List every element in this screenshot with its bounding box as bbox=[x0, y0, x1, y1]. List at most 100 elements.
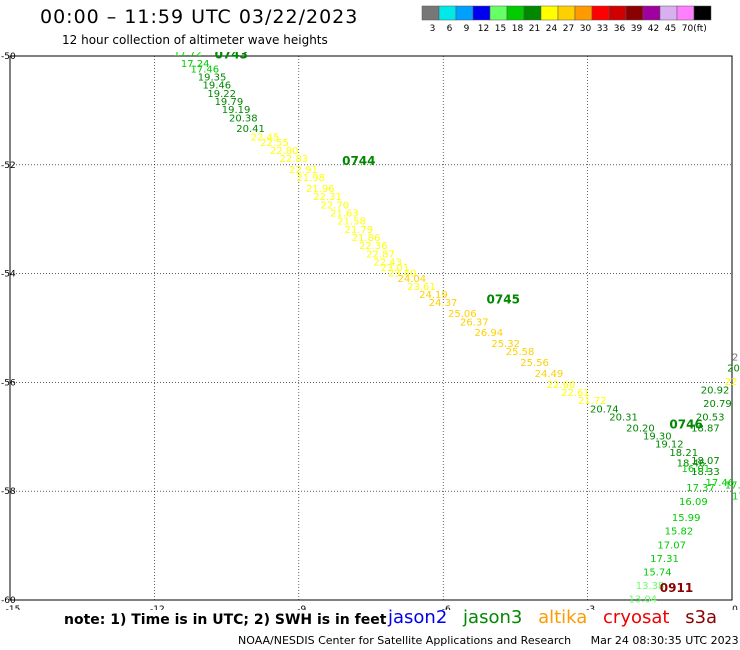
wave-height-point: 20 bbox=[727, 364, 740, 375]
wave-height-point: 24.49 bbox=[535, 369, 564, 380]
wave-height-point: 22.61 bbox=[561, 388, 590, 399]
wave-height-point: 22.70 bbox=[320, 200, 349, 211]
wave-height-chart: -15 -12 -9 -6 -3 0 -50 -52 -54 -56 -58 -60 17.7217.2… bbox=[1, 48, 740, 610]
wave-height-point: 22.43 bbox=[373, 257, 402, 268]
pass-time-label: 0746 bbox=[669, 418, 702, 432]
x-tick-label: -15 bbox=[6, 605, 21, 610]
scale-label: 42 bbox=[648, 24, 659, 34]
wave-height-point: 20.53 bbox=[696, 412, 725, 423]
x-tick-label: -9 bbox=[297, 605, 306, 610]
wave-height-point: 20.79 bbox=[703, 399, 732, 410]
satellite-s3a: s3a bbox=[685, 607, 718, 628]
wave-height-point: 17.4 bbox=[732, 491, 740, 502]
wave-height-point: 20.38 bbox=[229, 113, 258, 124]
y-tick-label: -56 bbox=[1, 378, 16, 388]
wave-height-point: 20.41 bbox=[236, 124, 265, 135]
wave-height-point: 24.19 bbox=[419, 290, 448, 301]
wave-height-point: 16.01 bbox=[681, 464, 710, 475]
footer-note: note: 1) Time is in UTC; 2) SWH is in fe… bbox=[64, 612, 387, 628]
wave-height-point: 21.58 bbox=[337, 217, 366, 228]
wave-height-point: 19.30 bbox=[643, 432, 672, 443]
wave-height-point: 19.79 bbox=[215, 97, 244, 108]
pass-time-label: 0745 bbox=[487, 293, 520, 307]
wave-height-point: 19.22 bbox=[207, 89, 236, 100]
pass-time-label: 0911 bbox=[660, 581, 693, 595]
wave-height-point: 18.07 bbox=[691, 456, 720, 467]
y-tick-label: -60 bbox=[1, 596, 16, 606]
scale-label: 27 bbox=[563, 24, 574, 34]
wave-height-point: 18.21 bbox=[669, 448, 698, 459]
wave-height-point: 17.44 bbox=[725, 480, 740, 491]
page-title: 00:00 – 11:59 UTC 03/22/2023 bbox=[40, 6, 359, 28]
wave-height-point: 25.32 bbox=[491, 339, 520, 350]
page-subtitle: 12 hour collection of altimeter wave hei… bbox=[62, 33, 328, 47]
wave-height-point: 23.40 bbox=[388, 268, 417, 279]
wave-height-point: 26.37 bbox=[460, 317, 489, 328]
wave-height-point: 17.24 bbox=[181, 59, 210, 70]
wave-height-point: 20.92 bbox=[701, 385, 730, 396]
pass-time-label: 0743 bbox=[215, 48, 248, 62]
scale-label: 33 bbox=[597, 24, 608, 34]
satellite-altika: altika bbox=[538, 607, 588, 628]
wave-height-point: 20.74 bbox=[590, 404, 619, 415]
pass-time-label: 0744 bbox=[342, 154, 375, 168]
wave-height-point: 21.86 bbox=[352, 233, 381, 244]
wave-height-point: 15.74 bbox=[643, 568, 672, 579]
y-tick-label: -58 bbox=[1, 487, 16, 497]
wave-height-point: 17.07 bbox=[657, 540, 686, 551]
wave-height-point: 17.46 bbox=[706, 478, 735, 489]
y-tick-label: -52 bbox=[1, 161, 16, 171]
wave-height-point: 21.63 bbox=[330, 208, 359, 219]
scale-label: 70 bbox=[682, 24, 694, 34]
wave-height-point: 22.55 bbox=[260, 138, 289, 149]
wave-height-point: 18.87 bbox=[691, 423, 720, 434]
wave-height-point: 26.94 bbox=[474, 328, 503, 339]
satellite-jason3: jason3 bbox=[463, 607, 523, 628]
wave-height-point: 23.01 bbox=[381, 263, 410, 274]
scale-label: 30 bbox=[580, 24, 592, 34]
wave-height-point: 25.58 bbox=[506, 347, 535, 358]
wave-height-point: 18.33 bbox=[691, 467, 720, 478]
y-tick-label: -50 bbox=[1, 52, 16, 62]
scale-swatch bbox=[693, 5, 712, 21]
wave-height-point: 22.45 bbox=[251, 132, 280, 143]
x-tick-label: -12 bbox=[150, 605, 165, 610]
x-tick-label: -6 bbox=[442, 605, 451, 610]
scale-label: 39 bbox=[631, 24, 643, 34]
generated-timestamp: Mar 24 08:30:35 UTC 2023 bbox=[590, 634, 739, 647]
wave-height-point: 21.98 bbox=[296, 173, 325, 184]
scale-label: 6 bbox=[447, 24, 453, 34]
satellite-cryosat: cryosat bbox=[603, 607, 670, 628]
wave-height-point: 22.83 bbox=[280, 154, 309, 165]
scale-label: 3 bbox=[430, 24, 436, 34]
wave-height-point: 15.99 bbox=[672, 513, 701, 524]
scale-label: 36 bbox=[614, 24, 626, 34]
wave-height-point: 19.19 bbox=[222, 105, 251, 116]
wave-height-point: 23.61 bbox=[407, 282, 436, 293]
satellite-jason2: jason2 bbox=[388, 607, 448, 628]
y-tick-label: -54 bbox=[1, 270, 16, 280]
wave-height-point: 13.04 bbox=[629, 595, 658, 606]
wave-height-point: 17.72 bbox=[174, 48, 203, 59]
wave-height-point: 21.72 bbox=[578, 396, 607, 407]
wave-height-point: 19.12 bbox=[655, 440, 684, 451]
scale-label: 12 bbox=[478, 24, 489, 34]
wave-height-point: 18.46 bbox=[677, 459, 706, 470]
wave-height-point: 22.36 bbox=[359, 241, 388, 252]
wave-height-point: 13.38 bbox=[636, 581, 665, 592]
scale-label: 9 bbox=[464, 24, 470, 34]
wave-height-point: 17.31 bbox=[650, 554, 679, 565]
wave-height-point: 2 bbox=[732, 353, 738, 364]
wave-height-point: 22 bbox=[725, 377, 738, 388]
wave-height-point: 22.87 bbox=[366, 249, 395, 260]
wave-height-point: 19.35 bbox=[198, 72, 227, 83]
wave-height-point: 25.56 bbox=[520, 358, 549, 369]
wave-height-point: 22.60 bbox=[547, 380, 576, 391]
wave-height-point: 19.46 bbox=[203, 81, 232, 92]
wave-height-point: 20.31 bbox=[609, 412, 638, 423]
scale-label: 45 bbox=[665, 24, 676, 34]
wave-height-point: 16.09 bbox=[679, 497, 708, 508]
wave-height-point: 22.80 bbox=[270, 146, 299, 157]
color-scale-legend: 3 6 9 12 15 18 21 24 27 30 33 36 39 42 45 70 (ft) bbox=[421, 5, 712, 34]
satellite-legend: jason2 jason3 altika cryosat s3a bbox=[388, 607, 727, 628]
